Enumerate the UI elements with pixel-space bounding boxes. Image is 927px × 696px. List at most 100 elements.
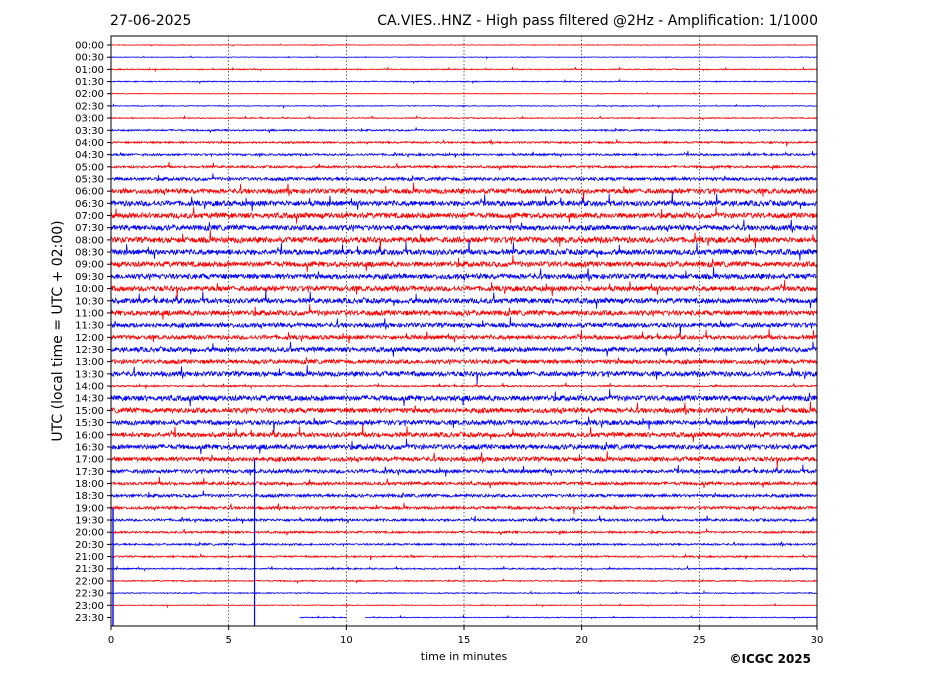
trace-row-16 — [110, 229, 818, 252]
y-tick-label-10: 05:00 — [75, 162, 104, 173]
trace-row-21 — [110, 289, 818, 309]
y-tick-label-39: 19:30 — [75, 516, 104, 527]
trace-row-44 — [110, 578, 818, 584]
y-tick-label-33: 16:30 — [75, 442, 104, 453]
y-tick-label-32: 16:00 — [75, 430, 104, 441]
trace-row-39 — [110, 514, 818, 524]
x-tick-label-4: 20 — [575, 635, 588, 646]
seismic-traces — [110, 43, 818, 620]
y-tick-label-11: 05:30 — [75, 174, 104, 185]
y-tick-label-27: 13:30 — [75, 369, 104, 380]
y-tick-label-44: 22:00 — [75, 576, 104, 587]
y-axis-label: UTC (local time = UTC + 02:00) — [50, 220, 66, 441]
trace-row-28 — [110, 382, 818, 390]
y-tick-label-17: 08:30 — [75, 248, 104, 259]
y-tick-label-46: 23:00 — [75, 601, 104, 612]
trace-row-20 — [110, 279, 818, 300]
trace-row-8 — [110, 139, 818, 147]
trace-row-5 — [110, 103, 818, 110]
trace-row-47 — [299, 614, 818, 620]
y-tick-label-24: 12:00 — [75, 333, 104, 344]
y-tick-label-28: 14:00 — [75, 382, 104, 393]
x-tick-label-3: 15 — [458, 635, 471, 646]
y-tick-label-8: 04:00 — [75, 138, 104, 149]
spike-marker — [112, 459, 256, 626]
x-tick-labels: 0 5 10 15 20 25 30 — [108, 626, 824, 646]
x-tick-label-6: 30 — [811, 635, 824, 646]
y-tick-label-4: 02:00 — [75, 89, 104, 100]
trace-row-26 — [110, 357, 818, 366]
trace-row-40 — [110, 528, 818, 536]
trace-row-46 — [110, 602, 818, 609]
trace-row-31 — [110, 415, 818, 433]
y-tick-label-47: 23:30 — [75, 613, 104, 624]
trace-row-42 — [110, 552, 818, 561]
y-tick-label-45: 22:30 — [75, 589, 104, 600]
trace-row-25 — [110, 341, 818, 357]
trace-row-33 — [110, 438, 818, 455]
y-tick-label-9: 04:30 — [75, 150, 104, 161]
y-tick-label-6: 03:00 — [75, 114, 104, 125]
x-tick-label-5: 25 — [693, 635, 706, 646]
trace-row-4 — [110, 92, 818, 95]
y-tick-label-37: 18:30 — [75, 491, 104, 502]
y-tick-label-2: 01:00 — [75, 65, 104, 76]
y-tick-label-3: 01:30 — [75, 77, 104, 88]
trace-row-37 — [110, 490, 817, 499]
y-tick-label-38: 19:00 — [75, 503, 104, 514]
y-tick-label-16: 08:00 — [75, 235, 104, 246]
trace-row-29 — [110, 389, 818, 407]
trace-row-45 — [110, 589, 818, 595]
trace-row-11 — [110, 173, 818, 183]
trace-row-13 — [110, 191, 817, 212]
trace-row-19 — [110, 267, 818, 282]
trace-row-30 — [110, 401, 818, 416]
y-tick-label-26: 13:00 — [75, 357, 104, 368]
y-tick-label-14: 07:00 — [75, 211, 104, 222]
trace-row-7 — [110, 127, 818, 134]
y-tick-label-1: 00:30 — [75, 53, 104, 64]
y-tick-label-12: 06:00 — [75, 187, 104, 198]
y-tick-label-21: 10:30 — [75, 296, 104, 307]
y-tick-label-30: 15:00 — [75, 406, 104, 417]
y-tick-label-41: 20:30 — [75, 540, 104, 551]
trace-row-18 — [110, 255, 818, 273]
trace-row-9 — [110, 150, 818, 159]
trace-row-12 — [110, 182, 818, 202]
y-tick-label-42: 21:00 — [75, 552, 104, 563]
y-tick-label-35: 17:30 — [75, 467, 104, 478]
trace-row-24 — [110, 328, 818, 344]
y-tick-label-34: 17:00 — [75, 455, 104, 466]
trace-row-35 — [110, 464, 818, 477]
trace-row-41 — [110, 541, 818, 548]
chart-date-title: 27-06-2025 — [110, 13, 191, 29]
trace-row-38 — [110, 502, 818, 514]
trace-row-23 — [110, 317, 818, 335]
trace-row-6 — [110, 114, 818, 121]
y-tick-label-18: 09:00 — [75, 260, 104, 271]
y-tick-label-43: 21:30 — [75, 564, 104, 575]
y-tick-label-7: 03:30 — [75, 126, 104, 137]
y-tick-label-20: 10:00 — [75, 284, 104, 295]
trace-row-17 — [110, 240, 818, 261]
x-tick-label-1: 5 — [225, 635, 231, 646]
chart-title: CA.VIES..HNZ - High pass filtered @2Hz -… — [377, 13, 818, 29]
trace-row-32 — [110, 424, 818, 442]
trace-row-36 — [110, 476, 818, 489]
trace-row-22 — [110, 304, 818, 320]
y-tick-label-25: 12:30 — [75, 345, 104, 356]
y-tick-label-15: 07:30 — [75, 223, 104, 234]
y-tick-label-31: 15:30 — [75, 418, 104, 429]
trace-row-34 — [110, 451, 818, 469]
trace-row-0 — [110, 43, 817, 47]
trace-row-43 — [110, 564, 818, 572]
y-tick-label-36: 18:00 — [75, 479, 104, 490]
x-axis-label: time in minutes — [421, 650, 508, 663]
trace-row-14 — [110, 206, 818, 224]
trace-row-2 — [110, 65, 818, 73]
trace-row-27 — [110, 365, 818, 385]
trace-row-1 — [110, 55, 818, 60]
y-tick-label-23: 11:30 — [75, 321, 104, 332]
